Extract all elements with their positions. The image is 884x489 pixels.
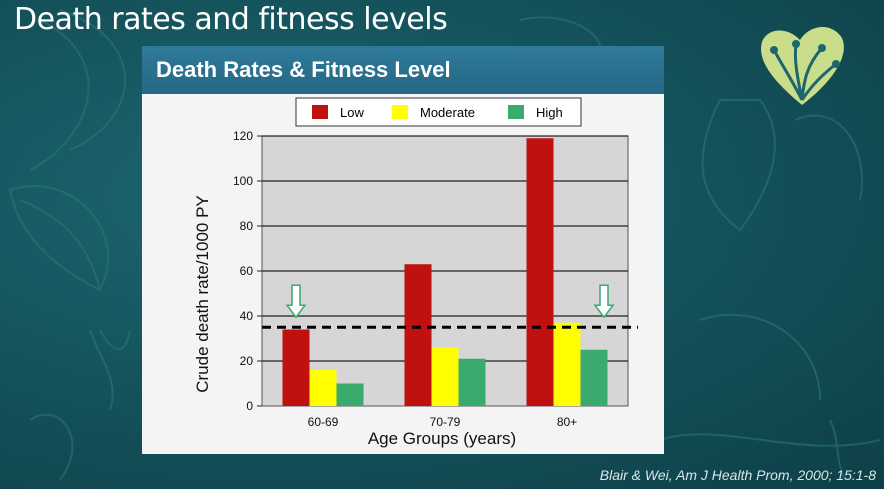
x-tick-label: 60-69	[308, 415, 339, 429]
legend-label-moderate: Moderate	[420, 105, 475, 120]
arrow-down-icon	[593, 284, 615, 319]
legend-label-high: High	[536, 105, 563, 120]
bar-low-80+	[526, 138, 554, 406]
bar-moderate-60-69	[309, 370, 337, 406]
legend-swatch-high	[508, 105, 524, 119]
bar-low-60-69	[282, 329, 310, 406]
legend-swatch-low	[312, 105, 328, 119]
bar-high-60-69	[336, 383, 364, 406]
y-tick-label: 100	[233, 174, 253, 188]
bar-low-70-79	[404, 264, 432, 406]
bar-moderate-70-79	[431, 347, 459, 406]
legend-swatch-moderate	[392, 105, 408, 119]
chart-panel: Death Rates & Fitness Level Low Moderate…	[142, 46, 664, 454]
bar-high-70-79	[458, 358, 486, 406]
y-tick-label: 60	[240, 264, 254, 278]
y-tick-label: 80	[240, 219, 254, 233]
x-axis-label: Age Groups (years)	[368, 429, 516, 448]
heart-leaf-logo	[761, 26, 844, 105]
y-tick-label: 40	[240, 309, 254, 323]
legend-label-low: Low	[340, 105, 364, 120]
slide-title: Death rates and fitness levels	[14, 2, 448, 37]
citation: Blair & Wei, Am J Health Prom, 2000; 15:…	[599, 467, 876, 483]
bar-chart: Low Moderate High Crude death rate/1000 …	[142, 94, 664, 454]
bar-high-80+	[580, 349, 608, 406]
legend: Low Moderate High	[295, 97, 582, 127]
arrow-down-icon	[285, 284, 307, 319]
x-tick-label: 80+	[557, 415, 577, 429]
chart-title: Death Rates & Fitness Level	[142, 46, 664, 94]
bar-moderate-80+	[553, 322, 581, 406]
y-tick-label: 20	[240, 354, 254, 368]
chart-area: Low Moderate High Crude death rate/1000 …	[142, 94, 664, 454]
y-tick-label: 0	[246, 399, 253, 413]
y-tick-label: 120	[233, 129, 253, 143]
y-axis-label: Crude death rate/1000 PY	[193, 195, 212, 393]
x-tick-label: 70-79	[430, 415, 461, 429]
